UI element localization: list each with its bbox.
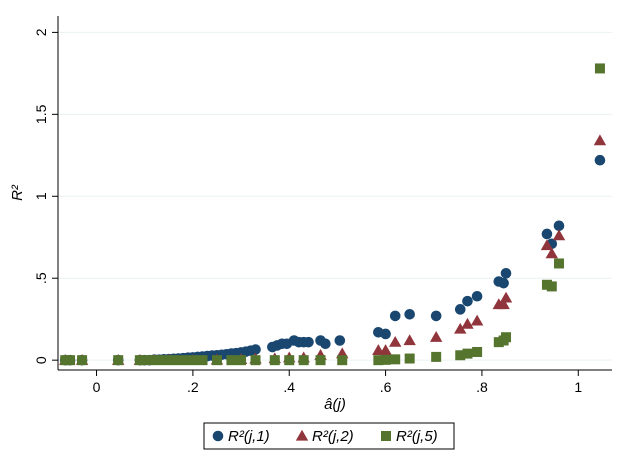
data-point <box>250 344 261 355</box>
data-point <box>462 348 473 359</box>
data-point <box>541 228 553 240</box>
x-axis-title: â(j) <box>324 396 346 413</box>
axes: 0 .5 1 1.5 2 0 .2 .4 .6 .8 1 <box>33 16 612 395</box>
data-point <box>149 355 160 366</box>
legend-box <box>203 422 455 450</box>
data-point <box>390 354 401 365</box>
data-point <box>501 332 512 343</box>
data-point <box>250 355 261 366</box>
data-point <box>462 295 473 307</box>
data-point <box>197 355 208 366</box>
legend-label: R²(j,1) <box>228 428 270 445</box>
y-tick-label: 2 <box>33 28 49 36</box>
data-point <box>545 247 558 259</box>
legend-marker <box>212 430 224 442</box>
data-point <box>499 291 513 303</box>
legend-marker <box>295 429 309 441</box>
data-point <box>337 355 348 366</box>
data-point <box>65 355 76 366</box>
data-point <box>429 331 443 342</box>
data-point <box>284 355 295 366</box>
data-point <box>315 355 326 366</box>
data-point <box>379 344 392 355</box>
x-tick-label: 1 <box>574 379 582 395</box>
data-point <box>454 304 466 315</box>
data-point <box>236 355 247 366</box>
data-point <box>389 335 402 347</box>
data-point <box>373 355 384 366</box>
data-point <box>187 355 198 366</box>
y-tick-label: .5 <box>33 272 49 284</box>
data-point <box>461 317 474 329</box>
data-point <box>139 355 150 366</box>
data-point <box>430 310 442 322</box>
data-point <box>334 335 346 346</box>
data-point <box>552 229 566 241</box>
legend: R²(j,1) R²(j,2) R²(j,5) <box>203 422 455 450</box>
y-axis-title: R² <box>9 184 26 201</box>
data-point <box>320 338 331 350</box>
data-point <box>113 355 124 366</box>
data-point <box>403 334 416 346</box>
data-point <box>226 355 237 366</box>
legend-marker <box>381 431 391 441</box>
data-point <box>553 220 565 232</box>
x-tick-label: .4 <box>283 379 295 395</box>
data-point <box>546 281 557 292</box>
data-point <box>471 290 483 302</box>
data-point <box>298 355 309 366</box>
data-point <box>404 353 415 364</box>
data-point <box>380 328 391 340</box>
data-point <box>594 154 606 166</box>
data-point <box>554 258 565 269</box>
data-point <box>472 346 483 357</box>
data-point <box>269 355 280 366</box>
data-point <box>455 350 466 361</box>
x-tick-label: .8 <box>476 379 488 395</box>
data-point <box>470 314 484 326</box>
data-point <box>593 134 607 146</box>
data-point <box>380 354 391 365</box>
data-point <box>431 351 442 362</box>
data-point <box>168 355 179 366</box>
data-points <box>59 63 607 366</box>
data-point <box>389 310 401 322</box>
data-point <box>303 336 314 348</box>
data-point <box>500 268 512 279</box>
data-point <box>178 355 189 366</box>
series-3 <box>60 63 605 366</box>
data-point <box>77 355 88 366</box>
y-tick-label: 1 <box>33 192 49 200</box>
y-tick-label: 1.5 <box>33 104 49 124</box>
legend-label: R²(j,5) <box>396 428 438 445</box>
data-point <box>498 277 509 289</box>
data-point <box>497 298 510 310</box>
data-point <box>404 308 415 320</box>
x-tick-label: 0 <box>93 379 101 395</box>
gridlines <box>58 31 612 361</box>
legend-label: R²(j,2) <box>312 428 354 445</box>
data-point <box>594 63 605 74</box>
y-tick-label: 0 <box>33 356 49 364</box>
data-point <box>454 322 467 334</box>
data-point <box>211 355 222 366</box>
data-point <box>540 239 554 251</box>
x-tick-label: .6 <box>380 379 392 395</box>
data-point <box>158 355 169 366</box>
x-tick-label: .2 <box>187 379 199 395</box>
